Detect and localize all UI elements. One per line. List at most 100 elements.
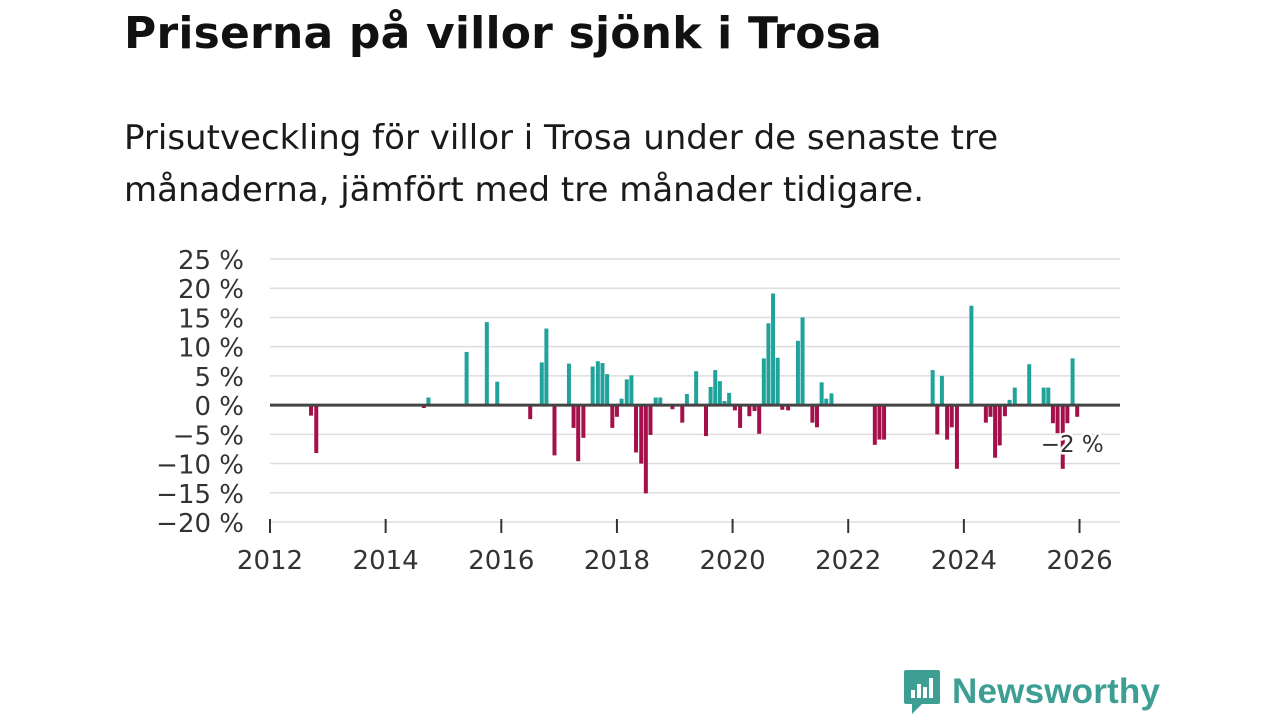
bar-negative	[997, 405, 1002, 446]
bar-negative	[757, 405, 762, 434]
bar-positive	[1041, 387, 1046, 406]
bar-positive	[1070, 358, 1075, 406]
bar-positive	[539, 362, 544, 406]
bar-negative	[1002, 405, 1007, 417]
brand-name: Newsworthy	[952, 672, 1161, 711]
bar-negative	[614, 405, 619, 417]
bar-negative	[576, 405, 581, 462]
x-tick-label: 2018	[584, 546, 650, 576]
bar-negative	[983, 405, 988, 423]
y-tick-label: 5 %	[194, 363, 244, 393]
chart-subtitle: Prisutveckling för villor i Trosa under …	[124, 118, 999, 210]
bar-positive	[624, 379, 629, 406]
bar-positive	[658, 397, 663, 406]
bar-negative	[703, 405, 708, 437]
bar-positive	[761, 358, 766, 406]
bar-positive	[708, 386, 713, 406]
x-tick-label: 2020	[699, 546, 765, 576]
y-tick-label: 0 %	[194, 392, 244, 422]
bar-positive	[484, 322, 489, 406]
bar-negative	[639, 405, 644, 464]
bar-negative	[634, 405, 639, 453]
bar-negative	[945, 405, 950, 440]
bar-positive	[566, 363, 571, 406]
bar-positive	[930, 370, 935, 406]
bar-negative	[882, 405, 887, 440]
x-tick-label: 2022	[815, 546, 881, 576]
bar-positive	[684, 394, 689, 406]
bar-positive	[819, 382, 824, 406]
bar-negative	[1050, 405, 1055, 424]
bar-negative	[993, 405, 998, 458]
bar-negative	[648, 405, 653, 435]
bar-positive	[605, 374, 610, 406]
y-tick-label: 15 %	[178, 304, 244, 334]
bar-positive	[829, 393, 834, 406]
newsworthy-logo: Newsworthy	[902, 668, 1160, 716]
x-axis: 2012 2014 2016 2018 2020 2022 2024 2026	[237, 519, 1113, 576]
bar-positive	[727, 392, 732, 406]
y-tick-label: −20 %	[156, 509, 244, 539]
bar-positive	[464, 351, 469, 406]
bar-negative	[810, 405, 815, 423]
annotation: −2 %	[1038, 429, 1106, 460]
bar-negative	[752, 405, 757, 411]
bar-negative	[815, 405, 820, 428]
chart-title: Priserna på villor sjönk i Trosa	[124, 8, 882, 59]
bar-positive	[600, 363, 605, 406]
bar-negative	[314, 405, 319, 454]
bar-negative	[738, 405, 743, 428]
y-tick-label: −15 %	[156, 480, 244, 510]
y-tick-label: −5 %	[173, 421, 244, 451]
bar-positive	[595, 361, 600, 406]
bar-positive	[694, 371, 699, 406]
bar-positive	[653, 397, 658, 406]
bar-negative	[670, 405, 675, 410]
bar-positive	[969, 305, 974, 406]
x-tick-label: 2024	[931, 546, 997, 576]
bar-positive	[713, 370, 718, 406]
bar-negative	[571, 405, 576, 428]
bar-negative	[309, 405, 314, 416]
bar-negative	[732, 405, 737, 411]
bar-positive	[619, 398, 624, 406]
bar-positive	[495, 381, 500, 406]
annotation-label: −2 %	[1041, 432, 1104, 458]
bar-positive	[939, 375, 944, 406]
bar-negative	[935, 405, 940, 435]
newsworthy-icon	[904, 670, 940, 714]
bar-negative	[528, 405, 533, 420]
bar-negative	[786, 405, 791, 411]
y-axis-labels: 25 %20 %15 %10 %5 %0 %−5 %−10 %−15 %−20 …	[156, 246, 244, 539]
bar-negative	[1055, 405, 1060, 434]
bar-positive	[771, 293, 776, 406]
bar-negative	[1065, 405, 1070, 424]
bar-positive	[590, 366, 595, 406]
bar-positive	[426, 397, 431, 406]
y-tick-label: 10 %	[178, 334, 244, 364]
bar-negative	[581, 405, 586, 438]
y-tick-label: 20 %	[178, 275, 244, 305]
bar-positive	[722, 401, 727, 406]
bar-negative	[680, 405, 685, 423]
x-tick-label: 2012	[237, 546, 303, 576]
bar-positive	[717, 381, 722, 406]
bar-negative	[552, 405, 557, 456]
bar-negative	[954, 405, 959, 469]
x-tick-label: 2026	[1046, 546, 1112, 576]
bar-positive	[800, 317, 805, 406]
bar-negative	[949, 405, 954, 428]
y-tick-label: −10 %	[156, 451, 244, 481]
bar-positive	[544, 328, 549, 406]
bar-positive	[775, 357, 780, 406]
bar-chart: 25 %20 %15 %10 %5 %0 %−5 %−10 %−15 %−20 …	[156, 246, 1120, 576]
bar-negative	[643, 405, 648, 494]
x-tick-label: 2016	[468, 546, 534, 576]
y-tick-label: 25 %	[178, 246, 244, 276]
x-tick-label: 2014	[353, 546, 419, 576]
bar-positive	[1007, 399, 1012, 406]
bar-negative	[747, 405, 752, 417]
bar-negative	[1060, 405, 1065, 469]
bar-negative	[872, 405, 877, 445]
bar-positive	[1027, 364, 1032, 406]
